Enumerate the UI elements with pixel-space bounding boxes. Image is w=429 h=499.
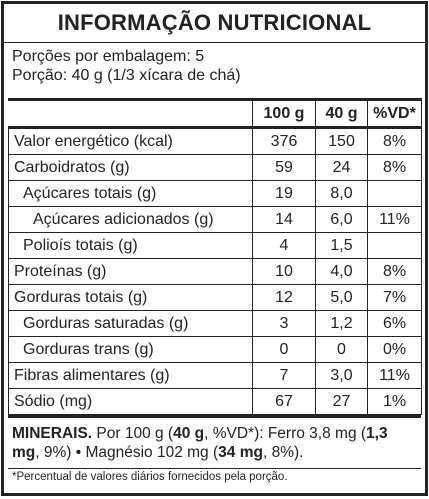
table-row: Carboidratos (g) 59 24 8% — [8, 154, 422, 181]
value-100g: 59 — [252, 154, 316, 181]
serving-size: Porção: 40 g (1/3 xícara de chá) — [12, 67, 241, 84]
table-row: Polioís totais (g) 4 1,5 — [8, 232, 422, 259]
value-40g: 0 — [315, 336, 368, 363]
minerals-bold-2: 1,3 mg — [12, 425, 388, 461]
nutrient-name: Proteínas (g) — [8, 258, 253, 285]
footnote: *Percentual de valores diários fornecido… — [8, 468, 421, 485]
value-100g: 14 — [252, 206, 316, 233]
header-vd: %VD* — [367, 98, 422, 128]
nutrient-name: Sódio (mg) — [8, 388, 253, 415]
nutrient-name: Açúcares totais (g) — [8, 180, 253, 207]
value-100g: 3 — [252, 310, 316, 337]
value-100g: 4 — [252, 232, 316, 259]
value-vd: 8% — [367, 258, 422, 285]
table-row: Açúcares adicionados (g) 14 6,0 11% — [8, 206, 422, 233]
minerals-text-4: , 8%). — [262, 444, 304, 461]
minerals-statement: MINERAIS. Por 100 g (40 g, %VD*): Ferro … — [8, 415, 421, 464]
minerals-bold-3: 34 mg — [218, 444, 263, 461]
nutrient-name: Gorduras totais (g) — [8, 284, 253, 311]
value-100g: 7 — [252, 362, 316, 389]
value-40g: 5,0 — [315, 284, 368, 311]
label-title: INFORMAÇÃO NUTRICIONAL — [4, 4, 425, 43]
servings-per-package: Porções por embalagem: 5 — [12, 48, 205, 65]
value-vd: 7% — [367, 284, 422, 311]
value-40g: 6,0 — [315, 206, 368, 233]
table-row: Gorduras totais (g) 12 5,0 7% — [8, 284, 422, 311]
table-row: Açúcares totais (g) 19 8,0 — [8, 180, 422, 207]
nutrition-table: 100 g 40 g %VD* Valor energético (kcal) … — [8, 98, 422, 415]
value-vd: 1% — [367, 388, 422, 415]
value-100g: 67 — [252, 388, 316, 415]
header-40g: 40 g — [315, 98, 368, 128]
table-row: Gorduras trans (g) 0 0 0% — [8, 336, 422, 363]
table-row: Gorduras saturadas (g) 3 1,2 6% — [8, 310, 422, 337]
table-row: Valor energético (kcal) 376 150 8% — [8, 126, 422, 155]
value-40g: 24 — [315, 154, 368, 181]
header-100g: 100 g — [252, 98, 316, 128]
value-40g: 8,0 — [315, 180, 368, 207]
value-vd — [367, 180, 422, 207]
value-100g: 12 — [252, 284, 316, 311]
table-row: Sódio (mg) 67 27 1% — [8, 388, 422, 415]
minerals-text-3: , 9%) • Magnésio 102 mg ( — [35, 444, 219, 461]
value-40g: 1,2 — [315, 310, 368, 337]
value-40g: 1,5 — [315, 232, 368, 259]
nutrient-name: Açúcares adicionados (g) — [8, 206, 253, 233]
nutrient-name: Gorduras trans (g) — [8, 336, 253, 363]
value-vd: 0% — [367, 336, 422, 363]
value-vd: 6% — [367, 310, 422, 337]
value-vd: 8% — [367, 154, 422, 181]
minerals-text-1: Por 100 g ( — [92, 425, 174, 442]
value-vd: 8% — [367, 126, 422, 155]
nutrient-name: Fibras alimentares (g) — [8, 362, 253, 389]
value-vd — [367, 232, 422, 259]
value-100g: 376 — [252, 126, 316, 155]
value-vd: 11% — [367, 206, 422, 233]
servings-info: Porções por embalagem: 5 Porção: 40 g (1… — [4, 43, 425, 98]
nutrient-name: Polioís totais (g) — [8, 232, 253, 259]
minerals-text-2: , %VD*): Ferro 3,8 mg ( — [204, 425, 367, 442]
nutrient-name: Valor energético (kcal) — [8, 126, 253, 155]
nutrient-name: Carboidratos (g) — [8, 154, 253, 181]
value-40g: 150 — [315, 126, 368, 155]
table-row: Proteínas (g) 10 4,0 8% — [8, 258, 422, 285]
value-100g: 0 — [252, 336, 316, 363]
value-100g: 19 — [252, 180, 316, 207]
minerals-heading: MINERAIS. — [12, 425, 93, 442]
value-100g: 10 — [252, 258, 316, 285]
value-40g: 4,0 — [315, 258, 368, 285]
header-blank — [8, 98, 253, 128]
value-40g: 3,0 — [315, 362, 368, 389]
minerals-bold-1: 40 g — [173, 425, 205, 442]
value-vd: 11% — [367, 362, 422, 389]
value-40g: 27 — [315, 388, 368, 415]
table-row: Fibras alimentares (g) 7 3,0 11% — [8, 362, 422, 389]
table-header-row: 100 g 40 g %VD* — [8, 98, 422, 128]
nutrient-name: Gorduras saturadas (g) — [8, 310, 253, 337]
